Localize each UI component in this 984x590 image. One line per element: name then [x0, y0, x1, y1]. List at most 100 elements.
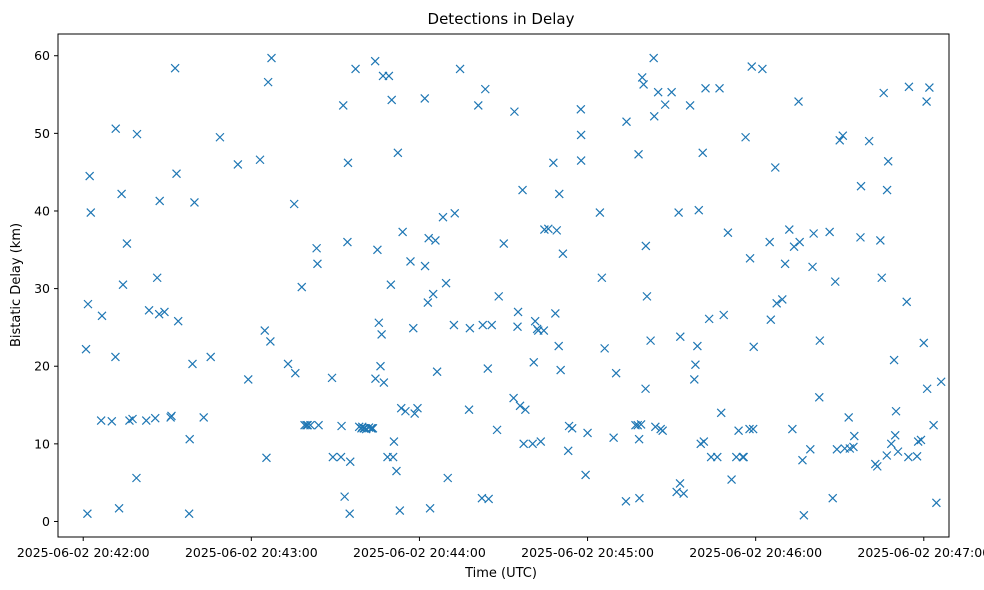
data-point: [828, 493, 838, 503]
data-point: [890, 430, 900, 440]
data-point: [328, 452, 338, 462]
data-point: [716, 408, 726, 418]
data-point: [919, 338, 929, 348]
data-point: [567, 423, 577, 433]
y-tick-label: 40: [34, 203, 50, 218]
plot-area: [57, 33, 950, 538]
data-point: [622, 117, 631, 127]
data-point: [338, 100, 348, 110]
data-point: [691, 360, 700, 370]
data-point: [694, 205, 704, 215]
data-point: [597, 273, 607, 283]
data-point: [449, 320, 459, 330]
data-point: [889, 355, 899, 365]
x-tick-label: 2025-06-02 20:43:00: [185, 545, 318, 560]
data-point: [734, 426, 744, 436]
data-point: [745, 253, 755, 263]
data-point: [929, 420, 939, 430]
data-point: [757, 64, 767, 74]
x-tick-label: 2025-06-02 20:45:00: [521, 545, 654, 560]
data-point: [808, 262, 817, 272]
data-point: [424, 233, 434, 243]
data-point: [173, 316, 183, 326]
data-point: [492, 425, 502, 435]
data-point: [487, 320, 497, 330]
data-point: [513, 307, 523, 317]
data-point: [455, 64, 465, 74]
data-point: [262, 453, 271, 463]
data-point: [712, 452, 722, 462]
data-point: [543, 224, 553, 234]
data-point: [515, 401, 525, 411]
data-point: [379, 378, 389, 387]
data-point: [184, 509, 194, 519]
data-point: [672, 487, 682, 497]
data-point: [377, 329, 387, 339]
data-point: [384, 71, 394, 81]
y-tick-label: 60: [34, 48, 50, 63]
data-point: [674, 208, 684, 217]
data-point: [849, 442, 858, 452]
data-point: [548, 158, 558, 168]
data-point: [748, 424, 758, 434]
data-point: [313, 259, 322, 269]
data-point: [170, 63, 180, 73]
data-point: [141, 416, 151, 425]
data-point: [96, 416, 106, 425]
data-point: [132, 129, 142, 139]
data-point: [795, 237, 805, 247]
data-point: [904, 82, 914, 92]
data-point: [882, 185, 892, 195]
data-point: [653, 87, 663, 97]
y-tick-label: 50: [34, 126, 50, 141]
data-point: [233, 159, 243, 169]
data-point: [370, 56, 380, 66]
data-point: [206, 352, 216, 362]
data-point: [263, 77, 273, 87]
data-point: [650, 422, 660, 432]
data-point: [856, 181, 866, 191]
data-point: [741, 132, 751, 142]
data-point: [936, 377, 946, 387]
data-point: [345, 457, 355, 467]
data-point: [667, 87, 677, 97]
data-point: [188, 359, 197, 369]
data-point: [499, 239, 509, 249]
data-point: [122, 239, 132, 249]
x-tick-label: 2025-06-02 20:44:00: [353, 545, 486, 560]
data-point: [190, 198, 199, 207]
data-point: [81, 344, 91, 354]
data-point: [265, 336, 275, 346]
data-point: [581, 470, 591, 480]
data-point: [765, 237, 775, 247]
data-point: [510, 107, 519, 117]
data-point: [215, 132, 225, 142]
data-point: [406, 257, 415, 266]
data-point: [343, 237, 352, 247]
data-point: [345, 509, 355, 519]
data-point: [634, 149, 643, 159]
data-point: [556, 365, 566, 375]
data-point: [893, 447, 903, 457]
data-point: [872, 461, 882, 471]
data-point: [351, 64, 360, 74]
y-tick-label: 30: [34, 281, 50, 296]
data-point: [267, 53, 276, 63]
data-point: [303, 420, 313, 430]
data-point: [685, 100, 695, 110]
data-point: [739, 452, 749, 462]
data-point: [160, 307, 169, 317]
data-point: [649, 111, 659, 121]
data-point: [784, 225, 794, 235]
data-point: [731, 452, 741, 462]
data-point: [430, 236, 440, 245]
data-point: [789, 242, 799, 252]
data-point: [155, 196, 165, 206]
data-point: [306, 420, 315, 430]
data-points: [81, 53, 946, 520]
data-point: [805, 444, 815, 454]
data-point: [639, 80, 649, 89]
x-tick-label: 2025-06-02 20:46:00: [689, 545, 822, 560]
data-point: [413, 403, 422, 413]
